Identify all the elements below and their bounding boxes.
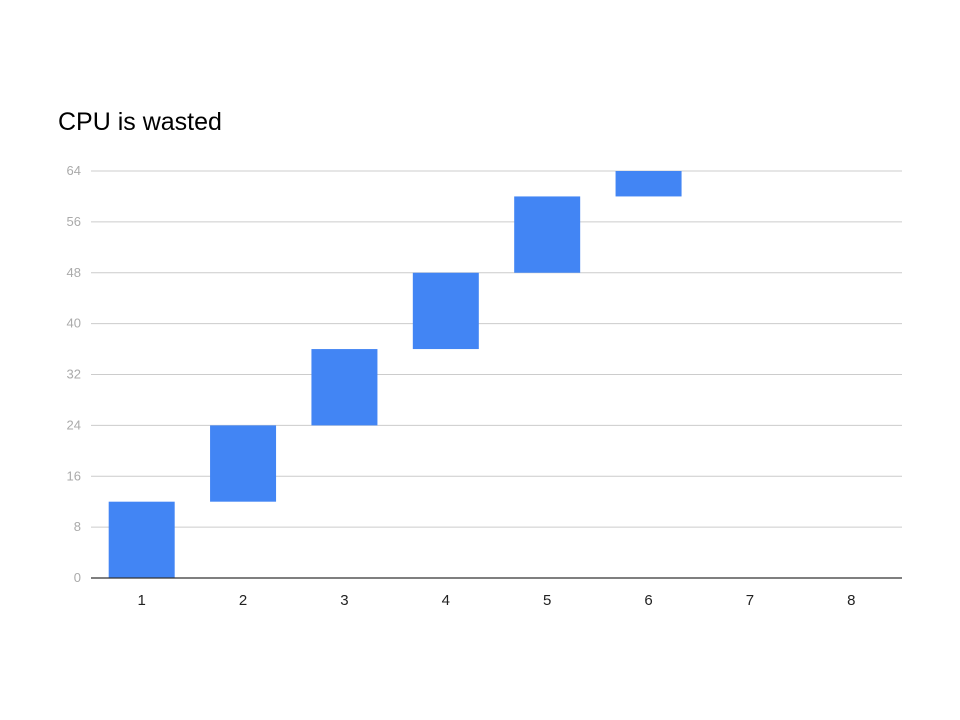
y-tick-label: 48 (67, 265, 81, 280)
bar-2 (210, 425, 277, 502)
x-tick-label: 4 (442, 592, 450, 609)
y-tick-label: 40 (67, 316, 81, 331)
x-tick-label: 6 (644, 592, 652, 609)
bar-3 (311, 349, 378, 426)
y-tick-label: 56 (67, 214, 81, 229)
x-tick-label: 7 (746, 592, 754, 609)
y-tick-label: 64 (67, 163, 81, 178)
chart-title: CPU is wasted (58, 108, 222, 136)
y-tick-label: 32 (67, 367, 81, 382)
bar-5 (514, 196, 581, 273)
y-tick-label: 0 (74, 570, 81, 585)
x-tick-label: 3 (340, 592, 348, 609)
x-tick-label: 8 (847, 592, 855, 609)
y-tick-label: 16 (67, 468, 81, 483)
y-tick-label: 24 (67, 417, 81, 432)
x-tick-label: 5 (543, 592, 551, 609)
bar-4 (412, 272, 479, 350)
bar-1 (108, 501, 175, 578)
x-tick-label: 1 (138, 592, 146, 609)
bars (108, 171, 682, 578)
bar-6 (615, 171, 682, 197)
y-tick-label: 8 (74, 519, 81, 534)
x-tick-label: 2 (239, 592, 247, 609)
